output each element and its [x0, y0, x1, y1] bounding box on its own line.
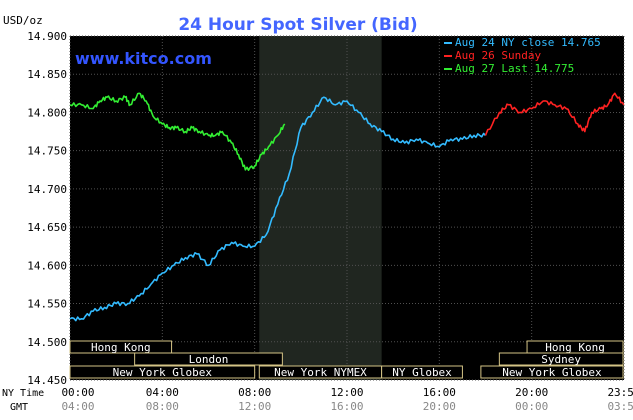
y-tick-label: 14.900: [27, 30, 67, 43]
y-tick-label: 14.850: [27, 68, 67, 81]
x-tick-labels: 00:0004:0008:0012:0016:0020:0023:5904:00…: [61, 386, 633, 413]
x-tick-label-ny: 00:00: [61, 386, 94, 399]
nymex-shade: [259, 36, 382, 380]
x-tick-label-gmt: 03:59: [607, 400, 633, 413]
session-ny-globex-right-box: [480, 365, 624, 379]
x-tick-label-ny: 16:00: [423, 386, 456, 399]
x-tick-label-ny: 23:59: [607, 386, 633, 399]
x-tick-label-gmt: 12:00: [238, 400, 271, 413]
y-tick-label: 14.700: [27, 183, 67, 196]
legend-entry-2: Aug 27 Last 14.775: [455, 62, 574, 75]
watermark: www.kitco.com: [75, 49, 212, 68]
y-tick-label: 14.550: [27, 298, 67, 311]
session-hong-kong-box: [69, 340, 173, 354]
timestamp: August 27, 2018 08:35: [472, 22, 611, 35]
session-hong-kong-label: Hong Kong: [91, 341, 151, 354]
y-tick-label: 14.650: [27, 221, 67, 234]
session-ny-globex-right-label: New York Globex: [502, 366, 602, 379]
session-ny-nymex-label: New York NYMEX: [274, 366, 367, 379]
legend-entry-1: Aug 26 Sunday: [455, 49, 541, 62]
session-sydney-label: Sydney: [541, 353, 581, 366]
session-london-label: London: [189, 353, 229, 366]
x-tick-label-gmt: 16:00: [330, 400, 363, 413]
session-ny-globex-left-label: New York Globex: [113, 366, 213, 379]
x-tick-label-gmt: 00:00: [515, 400, 548, 413]
x-tick-label-ny: 20:00: [515, 386, 548, 399]
x-tick-label-ny: 12:00: [330, 386, 363, 399]
y-tick-label: 14.750: [27, 145, 67, 158]
x-tick-label-ny: 08:00: [238, 386, 271, 399]
session-sydney-box: [498, 352, 624, 366]
y-tick-labels: 14.900 14.850 14.800 14.750 14.700 14.650 14.6…: [27, 30, 67, 387]
y-tick-label: 14.500: [27, 336, 67, 349]
y-tick-label: 14.450: [27, 374, 67, 387]
session-london-box: [134, 352, 283, 366]
series-line-2: [484, 92, 625, 136]
chart-title: 24 Hour Spot Silver (Bid): [178, 15, 417, 35]
x-tick-label-gmt: 04:00: [61, 400, 94, 413]
y-axis-label: USD/oz: [3, 14, 43, 27]
session-ny-globex-mid-label: NY Globex: [392, 366, 452, 379]
y-tick-label: 14.800: [27, 106, 67, 119]
gmt-row-label: GMT: [10, 402, 28, 413]
session-hong-kong-right-label: Hong Kong: [545, 341, 605, 354]
y-tick-label: 14.600: [27, 259, 67, 272]
series-lines: [69, 92, 625, 322]
grid: [69, 35, 625, 381]
session-ny-globex-mid-box: [381, 365, 463, 379]
x-tick-label-ny: 04:00: [146, 386, 179, 399]
session-ny-globex-left-box: [69, 365, 256, 379]
x-tick-label-gmt: 20:00: [423, 400, 456, 413]
x-tick-label-gmt: 08:00: [146, 400, 179, 413]
ny-time-row-label: NY Time: [2, 388, 44, 399]
series-line-1: [69, 96, 487, 322]
series-line-0: [69, 92, 286, 171]
legend-entry-0: Aug 24 NY close 14.765: [455, 36, 601, 49]
